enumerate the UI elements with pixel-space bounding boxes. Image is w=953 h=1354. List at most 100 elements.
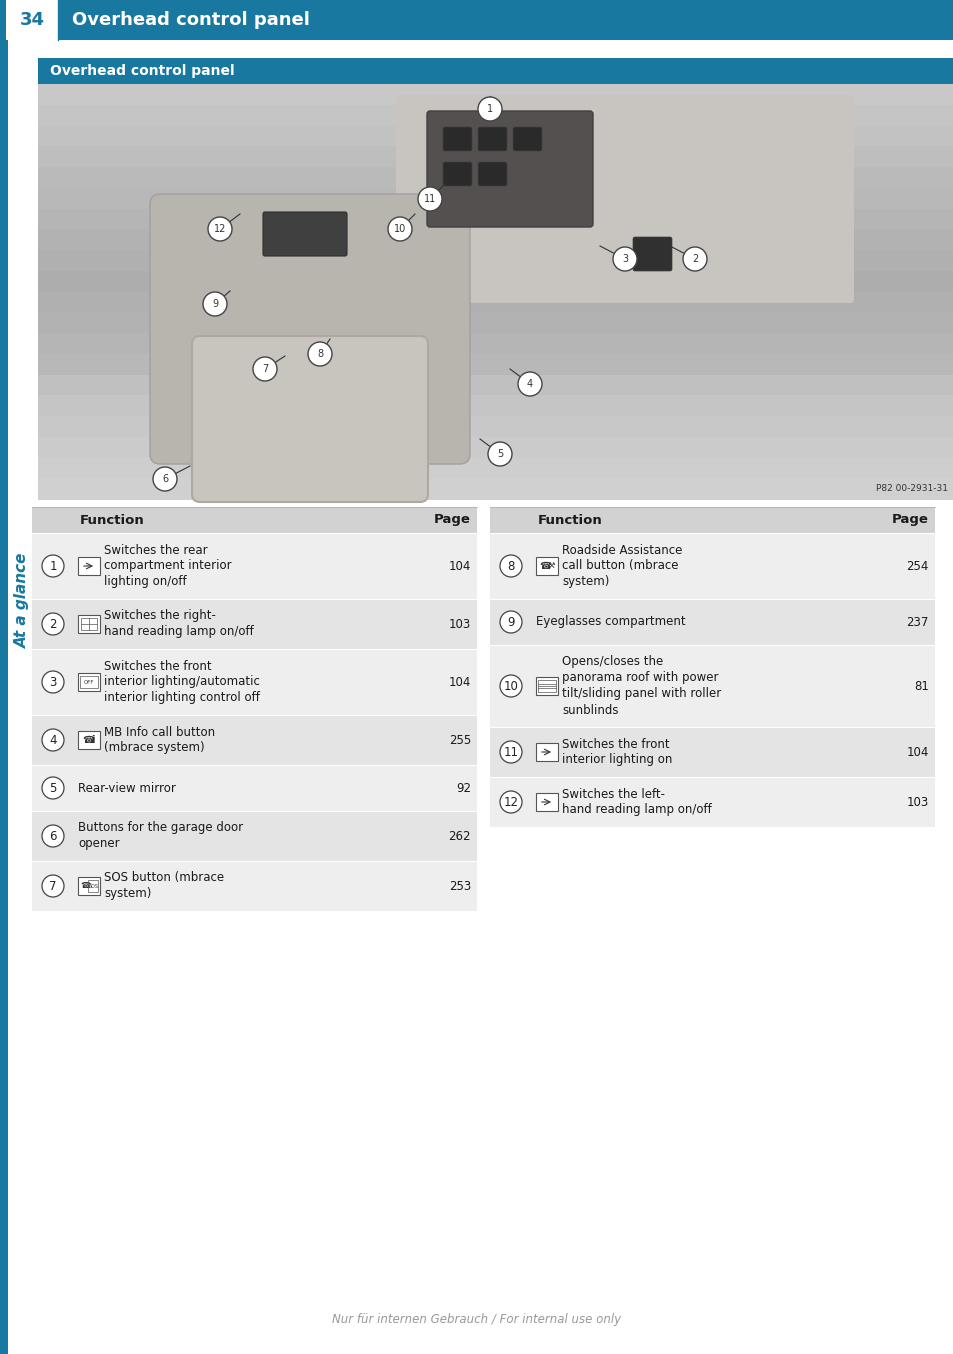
- Circle shape: [42, 672, 64, 693]
- Text: hand reading lamp on/off: hand reading lamp on/off: [561, 803, 711, 816]
- Text: OFF: OFF: [84, 680, 94, 685]
- Bar: [38, 58, 953, 84]
- FancyBboxPatch shape: [395, 95, 853, 303]
- Text: panorama roof with power: panorama roof with power: [561, 672, 718, 685]
- Text: 5: 5: [497, 450, 502, 459]
- Bar: [32, 765, 476, 811]
- Text: 12: 12: [503, 796, 518, 808]
- FancyBboxPatch shape: [263, 213, 347, 256]
- Text: Nur für internen Gebrauch / For internal use only: Nur für internen Gebrauch / For internal…: [332, 1313, 621, 1327]
- Circle shape: [417, 187, 441, 211]
- Bar: [38, 313, 953, 334]
- Text: 92: 92: [456, 781, 471, 795]
- Text: 9: 9: [507, 616, 515, 628]
- Bar: [38, 271, 953, 292]
- Text: Function: Function: [537, 513, 602, 527]
- Text: Opens/closes the: Opens/closes the: [561, 655, 662, 669]
- Text: 5: 5: [50, 781, 56, 795]
- Text: 2: 2: [691, 255, 698, 264]
- Text: compartment interior: compartment interior: [104, 559, 232, 573]
- Text: 104: 104: [905, 746, 928, 758]
- FancyBboxPatch shape: [442, 162, 472, 185]
- Bar: [490, 727, 934, 777]
- Bar: [38, 104, 953, 126]
- FancyBboxPatch shape: [633, 237, 671, 271]
- Circle shape: [42, 613, 64, 635]
- Text: tilt/sliding panel with roller: tilt/sliding panel with roller: [561, 688, 720, 700]
- Text: 262: 262: [448, 830, 471, 842]
- Bar: [38, 250, 953, 272]
- Text: system): system): [104, 887, 152, 900]
- Text: 3: 3: [50, 676, 56, 688]
- Text: SOS: SOS: [89, 884, 99, 888]
- Text: interior lighting/automatic: interior lighting/automatic: [104, 676, 259, 688]
- Bar: [38, 333, 953, 355]
- Text: interior lighting on: interior lighting on: [561, 753, 672, 766]
- FancyBboxPatch shape: [536, 793, 558, 811]
- FancyBboxPatch shape: [442, 127, 472, 152]
- Bar: [38, 84, 953, 500]
- Text: sunblinds: sunblinds: [561, 704, 618, 716]
- Text: 4: 4: [50, 734, 56, 746]
- Bar: [38, 395, 953, 417]
- Bar: [81, 617, 97, 630]
- Text: 11: 11: [503, 746, 518, 758]
- Text: 1: 1: [486, 104, 493, 114]
- FancyBboxPatch shape: [513, 127, 541, 152]
- Text: 8: 8: [316, 349, 323, 359]
- Bar: [490, 645, 934, 727]
- Circle shape: [42, 555, 64, 577]
- Text: 104: 104: [448, 559, 471, 573]
- Bar: [0, 41, 30, 1354]
- Text: 81: 81: [913, 680, 928, 692]
- Bar: [490, 533, 934, 598]
- Bar: [38, 291, 953, 313]
- Bar: [38, 126, 953, 148]
- Bar: [38, 229, 953, 250]
- FancyBboxPatch shape: [192, 336, 428, 502]
- FancyBboxPatch shape: [78, 877, 100, 895]
- Circle shape: [499, 791, 521, 812]
- Text: Page: Page: [891, 513, 928, 527]
- Bar: [32, 649, 476, 715]
- Bar: [38, 167, 953, 188]
- Circle shape: [488, 441, 512, 466]
- Text: interior lighting control off: interior lighting control off: [104, 692, 259, 704]
- Circle shape: [152, 467, 177, 492]
- Text: Switches the right-: Switches the right-: [104, 609, 215, 623]
- Bar: [38, 188, 953, 210]
- Text: ☎: ☎: [80, 881, 91, 891]
- Bar: [32, 598, 476, 649]
- Text: 9: 9: [212, 299, 218, 309]
- Text: Overhead control panel: Overhead control panel: [50, 64, 234, 79]
- Bar: [32, 533, 476, 598]
- Circle shape: [499, 676, 521, 697]
- Bar: [32, 861, 476, 911]
- Circle shape: [388, 217, 412, 241]
- Text: 7: 7: [262, 364, 268, 374]
- Bar: [38, 84, 953, 106]
- Text: 6: 6: [50, 830, 56, 842]
- Bar: [38, 146, 953, 168]
- Text: 7: 7: [50, 880, 56, 892]
- Bar: [0, 0, 953, 41]
- Circle shape: [517, 372, 541, 395]
- Text: 4: 4: [526, 379, 533, 389]
- FancyBboxPatch shape: [427, 111, 593, 227]
- Text: 255: 255: [448, 734, 471, 746]
- Circle shape: [308, 343, 332, 366]
- Text: Page: Page: [434, 513, 471, 527]
- Circle shape: [499, 555, 521, 577]
- Bar: [38, 478, 953, 500]
- Circle shape: [42, 777, 64, 799]
- Text: 3: 3: [621, 255, 627, 264]
- FancyBboxPatch shape: [536, 677, 558, 695]
- Circle shape: [208, 217, 232, 241]
- Bar: [32, 506, 476, 533]
- Bar: [38, 416, 953, 437]
- FancyBboxPatch shape: [78, 731, 100, 749]
- Text: 253: 253: [448, 880, 471, 892]
- Text: 6: 6: [162, 474, 168, 483]
- Text: hand reading lamp on/off: hand reading lamp on/off: [104, 626, 253, 639]
- Text: Switches the rear: Switches the rear: [104, 543, 208, 556]
